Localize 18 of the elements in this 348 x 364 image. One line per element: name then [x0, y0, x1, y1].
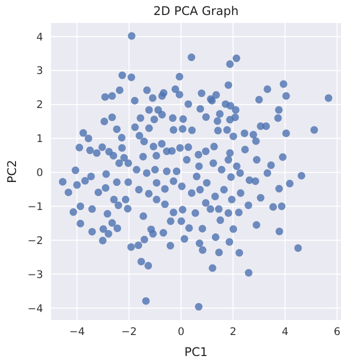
x-tick-label: 4 — [282, 326, 289, 338]
y-tick-label: 2 — [36, 99, 43, 112]
x-axis-title: PC1 — [184, 345, 208, 359]
y-tick-label: −1 — [28, 200, 43, 213]
x-tick-label: −2 — [121, 326, 137, 338]
y-tick-label: −3 — [28, 268, 43, 281]
x-tick-label: 0 — [178, 326, 184, 338]
y-axis-title: PC2 — [5, 160, 19, 184]
y-tick-label: 1 — [36, 133, 43, 146]
chart-title: 2D PCA Graph — [153, 4, 239, 18]
y-tick-label: −2 — [28, 234, 43, 247]
y-tick-label: 0 — [36, 167, 43, 180]
y-tick-label: −4 — [28, 302, 44, 315]
x-tick-label: −4 — [69, 326, 86, 338]
y-tick-label: 4 — [36, 31, 44, 44]
y-tick-label: 3 — [36, 65, 43, 78]
x-tick-label: 6 — [334, 326, 341, 338]
x-tick-label: 2 — [230, 326, 236, 338]
